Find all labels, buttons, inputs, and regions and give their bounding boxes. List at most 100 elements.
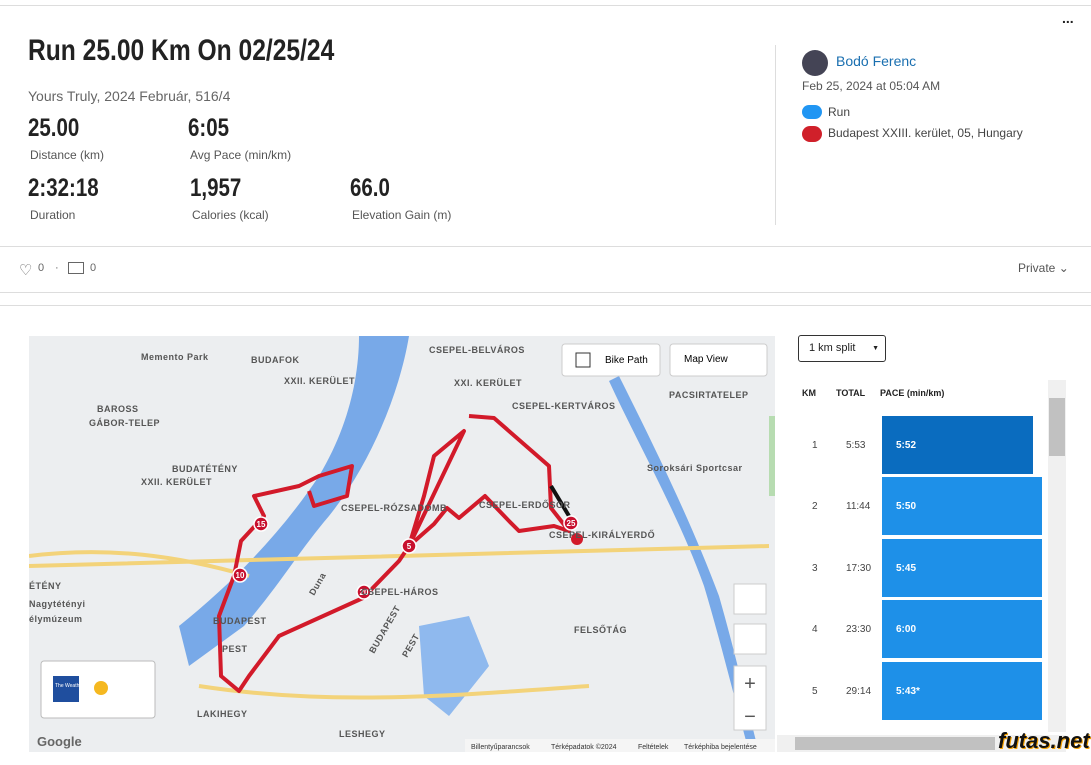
- privacy-label: Private: [1018, 261, 1056, 275]
- weather: The Weather Channel: [55, 683, 104, 689]
- stat-label: Distance (km): [30, 148, 105, 162]
- divider: [775, 45, 776, 225]
- pace-bar: [882, 538, 1042, 597]
- map-view: Map View: [684, 354, 729, 365]
- map-footer-link: Térképhiba bejelentése: [684, 744, 757, 751]
- km-marker: [401, 538, 417, 554]
- split-select[interactable]: 1 km split ▼: [798, 335, 886, 362]
- pace-bar: [882, 477, 1042, 536]
- km: 4: [812, 624, 818, 636]
- google: Google: [37, 734, 82, 749]
- likes: 0: [38, 262, 45, 274]
- location-icon: [802, 126, 822, 142]
- location: Budapest XXIII. kerület, 05, Hungary: [828, 126, 1023, 140]
- divider: [0, 5, 1091, 6]
- map-label: LESHEGY: [339, 729, 386, 739]
- bike-path-toggle[interactable]: [561, 343, 661, 377]
- date: Feb 25, 2024 at 05:04 AM: [802, 79, 941, 93]
- privacy[interactable]: Private ⌄: [1018, 261, 1069, 275]
- separator: ·: [55, 262, 59, 274]
- stat-value: 66.0: [350, 174, 390, 202]
- zoom-in[interactable]: +: [744, 673, 756, 695]
- v-scrollbar[interactable]: [1048, 380, 1066, 732]
- divider: [0, 292, 1091, 293]
- stat-value: 2:32:18: [28, 174, 99, 202]
- route: [217, 414, 571, 693]
- footer-bg: [465, 739, 775, 752]
- km-marker: [356, 584, 372, 600]
- pace: 6:00: [896, 624, 917, 636]
- map-label: Soroksári Sportcsar: [647, 463, 743, 473]
- comment-icon[interactable]: [68, 262, 84, 274]
- checkbox[interactable]: [575, 352, 591, 368]
- map-label: Memento Park: [141, 352, 209, 362]
- river: [179, 336, 409, 666]
- divider: [0, 305, 1091, 306]
- stat-label: Avg Pace (min/km): [190, 148, 292, 162]
- column-header: PACE (min/km): [880, 388, 945, 398]
- park: [769, 416, 775, 496]
- zoom[interactable]: [733, 665, 767, 731]
- roads: [29, 544, 770, 700]
- run-icon: [802, 105, 822, 119]
- pace-bar: [882, 661, 1042, 720]
- map-label: PACSIRTATELEP: [669, 390, 749, 400]
- h-scrollbar[interactable]: [777, 735, 1066, 752]
- map-label: Nagytétényi: [29, 599, 86, 609]
- zoom-out[interactable]: −: [744, 706, 756, 728]
- map: 5 10 15 20 25 Memento Park BUDAFOK XXII. KERÜLE…: [29, 336, 775, 752]
- fullscreen[interactable]: [733, 583, 767, 615]
- weather-logo: [53, 676, 79, 702]
- map-label: CSEPEL-BELVÁROS: [429, 345, 525, 355]
- map-label: CSEPEL-ERDŐSOR: [479, 499, 571, 510]
- logo: futas.net: [998, 728, 1090, 753]
- pace: 5:45: [896, 562, 917, 574]
- menu[interactable]: ...: [1062, 10, 1074, 26]
- map-label: BUDAPEST: [213, 616, 267, 626]
- pace: 5:52: [896, 440, 917, 451]
- end-pin: [571, 533, 583, 545]
- recenter[interactable]: [733, 623, 767, 655]
- total: 11:44: [846, 501, 871, 513]
- km-marker-label: 15: [257, 520, 266, 529]
- km-marker-label: 5: [407, 542, 412, 551]
- pace: 5:43*: [896, 685, 920, 697]
- stat-label: Calories (kcal): [192, 208, 269, 222]
- km-marker: [232, 567, 248, 583]
- comments: 0: [90, 262, 97, 274]
- km-marker: [253, 516, 269, 532]
- map-label: XXII. KERÜLET: [141, 477, 212, 487]
- pace-bar: [882, 600, 1042, 659]
- total: 23:30: [846, 624, 872, 636]
- km: 2: [812, 501, 818, 513]
- stat-label: Duration: [30, 208, 76, 222]
- km-marker: [563, 515, 579, 531]
- km-marker-label: 25: [567, 519, 576, 528]
- map-label: élymúzeum: [29, 614, 83, 624]
- stat-value: 1,957: [190, 174, 242, 202]
- avatar: [802, 50, 828, 76]
- lake: [419, 616, 489, 716]
- km: 3: [812, 562, 818, 574]
- title: Run 25.00 Km On 02/25/24: [28, 34, 335, 67]
- map-label: BAROSS: [97, 404, 139, 414]
- map-label: BUDAFOK: [251, 355, 300, 365]
- map-view-select[interactable]: [669, 343, 768, 377]
- map-label: PEST: [222, 644, 248, 654]
- km: 1: [812, 440, 818, 451]
- column-header: TOTAL: [836, 388, 866, 398]
- athlete-name[interactable]: Bodó Ferenc: [836, 53, 917, 69]
- like-icon[interactable]: ♡: [19, 262, 33, 279]
- total: 17:30: [846, 562, 872, 574]
- total: 29:14: [846, 685, 872, 697]
- split-select-label: 1 km split: [809, 342, 856, 354]
- pace: 5:50: [896, 501, 917, 513]
- map-label: ÉTÉNY: [29, 581, 62, 591]
- map-label: CSEPEL-KIRÁLYERDŐ: [549, 529, 655, 540]
- map-label: CSEPEL-KERTVÁROS: [512, 401, 616, 411]
- map-footer-link: Feltételek: [638, 744, 669, 751]
- map-label: BUDATÉTÉNY: [172, 464, 238, 474]
- map-label: GÁBOR-TELEP: [89, 418, 160, 428]
- divider: [0, 246, 1091, 247]
